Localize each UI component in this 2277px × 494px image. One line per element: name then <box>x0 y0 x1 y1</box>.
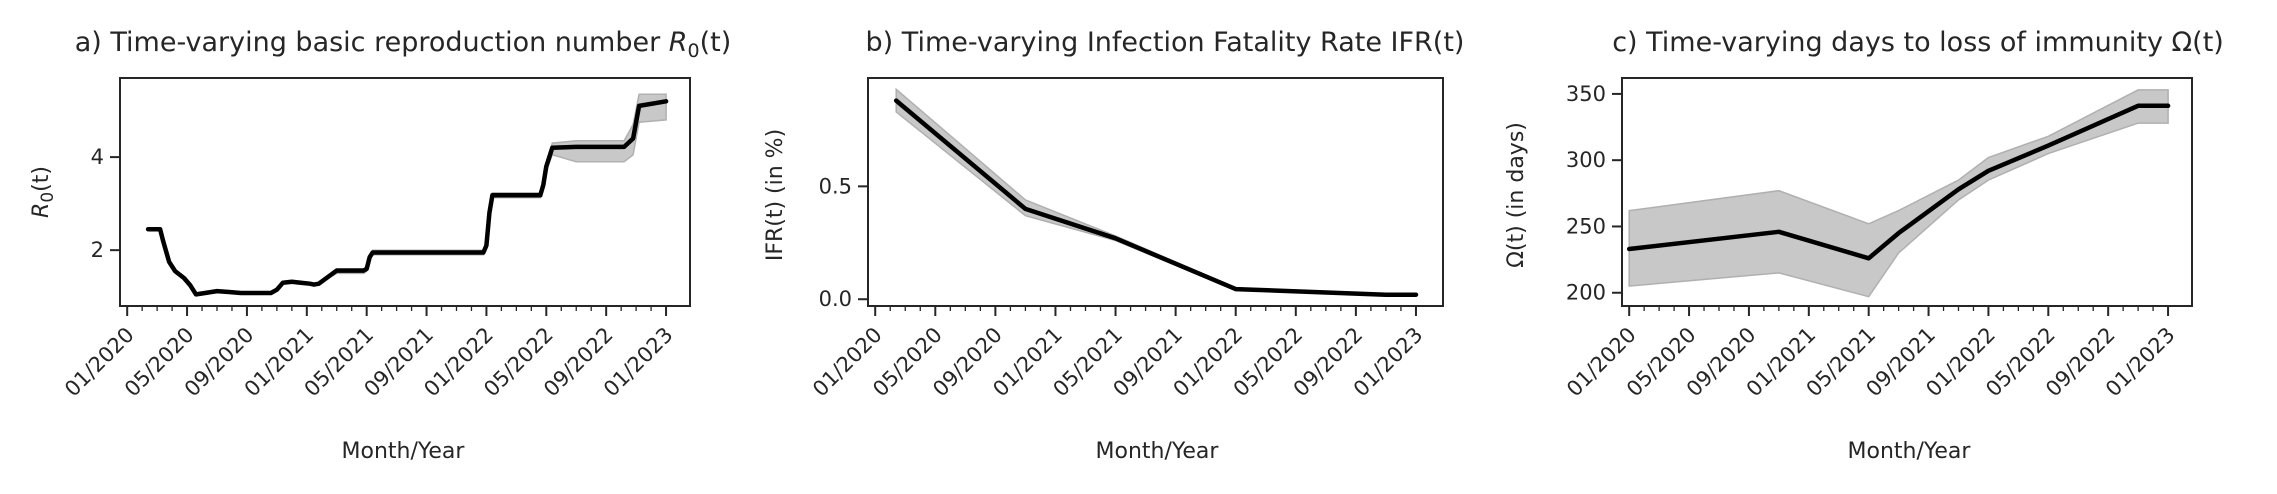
panel-c-y-tick-label: 250 <box>1566 214 1606 238</box>
panel-a: a) Time-varying basic reproduction numbe… <box>29 27 731 464</box>
panel-c-title: c) Time-varying days to loss of immunity… <box>1612 27 2224 58</box>
panel-a-series-line <box>145 99 669 297</box>
panel-c-axes-frame <box>1621 77 2193 307</box>
panel-c-y-tick-label: 200 <box>1566 281 1606 305</box>
panel-b-uncertainty-band <box>895 87 1417 297</box>
panel-a-uncertainty-band <box>148 93 667 296</box>
panel-b-y-tick-label: 0.5 <box>819 174 852 198</box>
panel-a-y-tick-label: 2 <box>91 238 104 262</box>
panel-a-title: a) Time-varying basic reproduction numbe… <box>75 27 732 62</box>
panel-c-xlabel: Month/Year <box>1848 439 1972 464</box>
panel-a-axes-frame <box>119 77 691 307</box>
panel-b-series-line <box>893 98 1419 297</box>
panel-c-ylabel: Ω(t) (in days) <box>1504 122 1529 268</box>
panel-b-title: b) Time-varying Infection Fatality Rate … <box>866 27 1465 58</box>
panel-c-y-tick-label: 350 <box>1566 82 1606 106</box>
panel-a-xlabel: Month/Year <box>342 439 466 464</box>
panel-c-series-line <box>1626 103 2171 261</box>
panel-b-y-tick-label: 0.0 <box>819 287 852 311</box>
panel-c-y-tick-label: 300 <box>1566 148 1606 172</box>
panel-a-plot-area: 01/202005/202009/202001/202105/202109/20… <box>60 77 691 401</box>
panel-a-y-tick-label: 4 <box>91 145 104 169</box>
panel-a-ylabel: R0(t) <box>29 166 58 218</box>
panel-b-xlabel: Month/Year <box>1096 439 1220 464</box>
panel-b: b) Time-varying Infection Fatality Rate … <box>763 27 1464 464</box>
panel-c: c) Time-varying days to loss of immunity… <box>1504 27 2224 464</box>
panel-b-axes-frame <box>867 77 1444 307</box>
panel-b-ylabel: IFR(t) (in %) <box>763 129 788 261</box>
panel-b-plot-area: 01/202005/202009/202001/202105/202109/20… <box>808 77 1444 401</box>
panel-c-plot-area: 01/202005/202009/202001/202105/202109/20… <box>1562 77 2193 401</box>
panel-c-uncertainty-band <box>1628 89 2169 298</box>
